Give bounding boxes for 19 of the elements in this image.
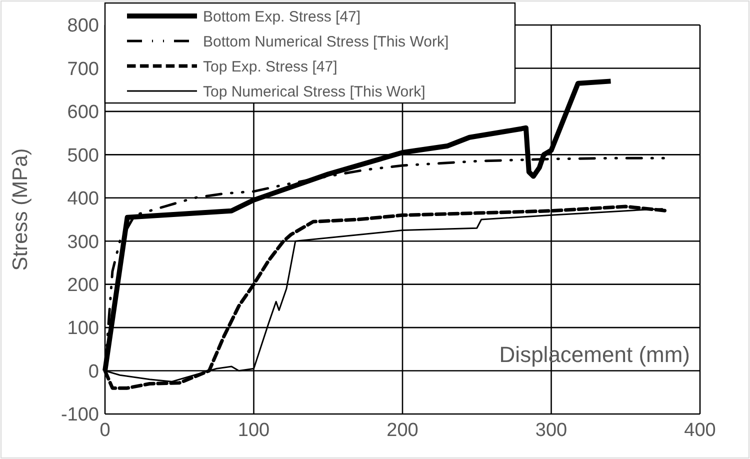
y-tick-label: 400 [67,188,99,210]
y-tick-label: 700 [67,58,99,80]
y-tick-label: 300 [67,232,99,253]
x-tick-label: 300 [535,420,568,441]
x-tick-label: 400 [684,420,716,441]
legend-label: Top Numerical Stress [This Work] [203,83,426,100]
y-tick-label: 800 [67,16,99,37]
legend-label: Top Exp. Stress [47] [203,58,338,76]
y-tick-label: 100 [67,318,99,340]
y-tick-label: -100 [60,404,99,426]
legend-label: Bottom Exp. Stress [47] [203,8,361,26]
x-tick-label: 100 [238,420,270,441]
y-axis-title: Stress (MPa) [9,148,32,271]
y-tick-label: 200 [67,274,99,296]
y-tick-label: 600 [67,102,99,124]
x-tick-label: 200 [386,420,418,441]
y-tick-label: 500 [67,145,99,166]
legend-label: Bottom Numerical Stress [This Work] [203,33,449,50]
y-tick-label: 0 [88,361,99,382]
